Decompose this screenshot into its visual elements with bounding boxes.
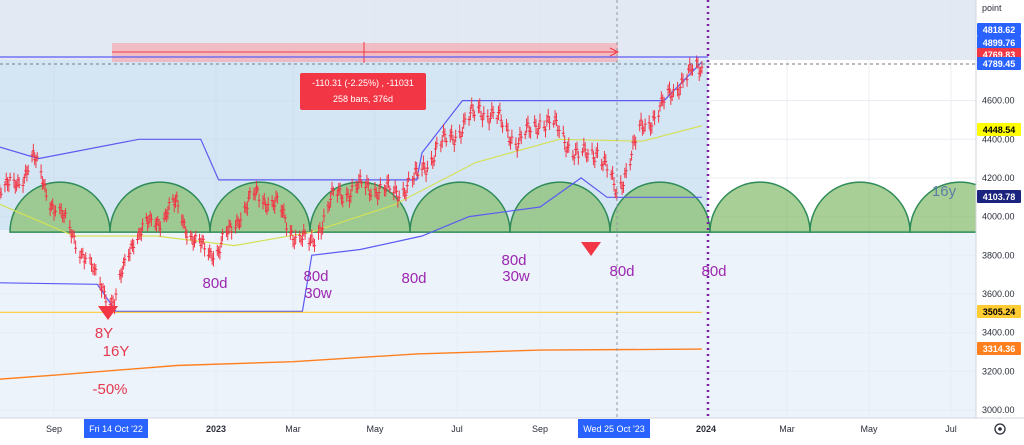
- annotation-pct: -50%: [92, 381, 127, 398]
- measure-box-line1: -110.31 (-2.25%) , -11031: [312, 78, 414, 88]
- cycle-arc: [109, 181, 211, 233]
- annotation-80d-6: 80d: [701, 263, 726, 280]
- price-tag: [977, 305, 1021, 318]
- annotation-80d-5: 80d: [609, 263, 634, 280]
- price-tick-labels: 4600.00 4400.00 4200.00 4000.00 3800.00 3600.…: [982, 96, 1015, 415]
- annotation-80d-2: 80d: [303, 268, 328, 285]
- crosshair-date-label: Fri 14 Oct '22: [89, 424, 143, 434]
- cycle-arc: [709, 181, 811, 233]
- time-tick-label: Jul: [451, 424, 463, 434]
- moving-average-orange: [0, 348, 702, 380]
- cycle-arc: [309, 181, 411, 233]
- price-tag: [977, 342, 1021, 355]
- price-tag-label: 4103.78: [983, 192, 1016, 202]
- price-tag-label: 3505.24: [983, 307, 1016, 317]
- price-tag-label: 4789.45: [983, 59, 1016, 69]
- time-tick-label: May: [366, 424, 384, 434]
- price-tag: [977, 190, 1021, 203]
- price-tick-label: 4200.00: [982, 173, 1015, 183]
- time-tick-label: Sep: [46, 424, 62, 434]
- annotation-30w-2: 30w: [502, 268, 530, 285]
- cycle-arc: [509, 181, 611, 233]
- price-axis-unit: point: [982, 3, 1002, 13]
- time-tick-label: Mar: [779, 424, 795, 434]
- price-tag: [977, 36, 1021, 49]
- price-tick-label: 4400.00: [982, 134, 1015, 144]
- cycle-arc: [809, 181, 911, 233]
- cycle-arcs: [9, 181, 976, 233]
- annotation-80d-1: 80d: [202, 275, 227, 292]
- price-tag-label: 4769.83: [983, 50, 1016, 60]
- price-tag: [977, 123, 1021, 136]
- time-tick-label: 2024: [696, 424, 716, 434]
- price-tag-label: 3314.36: [983, 344, 1016, 354]
- annotation-80d-3: 80d: [401, 270, 426, 287]
- crosshair-date-tag-2: [578, 419, 650, 438]
- price-tag-label: 4899.76: [983, 38, 1016, 48]
- price-tag-label: 4448.54: [983, 125, 1016, 135]
- cycle-arc: [909, 181, 976, 233]
- channel-bands: [0, 61, 703, 380]
- price-tick-label: 3600.00: [982, 289, 1015, 299]
- measure-arrow-head: [609, 47, 620, 57]
- annotation-30w-1: 30w: [304, 285, 332, 302]
- measure-box: [300, 73, 426, 110]
- time-tick-label: Jul: [945, 424, 957, 434]
- time-tick-label: Mar: [285, 424, 301, 434]
- price-tick-label: 3800.00: [982, 250, 1015, 260]
- price-tick-label: 3000.00: [982, 405, 1015, 415]
- lower-region-fill: [0, 230, 976, 418]
- price-tick-label: 3200.00: [982, 366, 1015, 376]
- measure-box-line2: 258 bars, 376d: [333, 94, 393, 104]
- moving-average-yellow: [0, 125, 703, 247]
- price-tag-label: 4818.62: [983, 25, 1016, 35]
- time-tick-label: May: [860, 424, 878, 434]
- cycle-arc: [409, 181, 511, 233]
- crosshair-date-label-2: Wed 25 Oct '23: [583, 424, 645, 434]
- low-marker-icon-2: [581, 242, 601, 256]
- cycle-arc: [609, 181, 711, 233]
- annotation-16y-cycle: 16y: [932, 183, 957, 200]
- time-axis[interactable]: [0, 418, 1024, 440]
- annotation-16y: 16Y: [103, 343, 130, 360]
- low-marker-icon: [98, 306, 118, 320]
- settings-gear-icon[interactable]: [994, 423, 1006, 435]
- time-tick-label: Sep: [532, 424, 548, 434]
- time-tick-label: 2023: [206, 424, 226, 434]
- price-tag: [977, 23, 1021, 36]
- upper-channel: [0, 61, 703, 181]
- price-tick-label: 4600.00: [982, 96, 1015, 106]
- price-tick-label: 4000.00: [982, 212, 1015, 222]
- price-tick-label: 3400.00: [982, 328, 1015, 338]
- time-tick-labels: Sep 2023 Mar May Jul Sep 2024 Mar May Jul: [46, 424, 957, 434]
- price-tag: [977, 57, 1021, 70]
- crosshair-date-tag: [84, 419, 148, 438]
- annotation-80d-4: 80d: [501, 252, 526, 269]
- annotation-8y: 8Y: [95, 325, 113, 342]
